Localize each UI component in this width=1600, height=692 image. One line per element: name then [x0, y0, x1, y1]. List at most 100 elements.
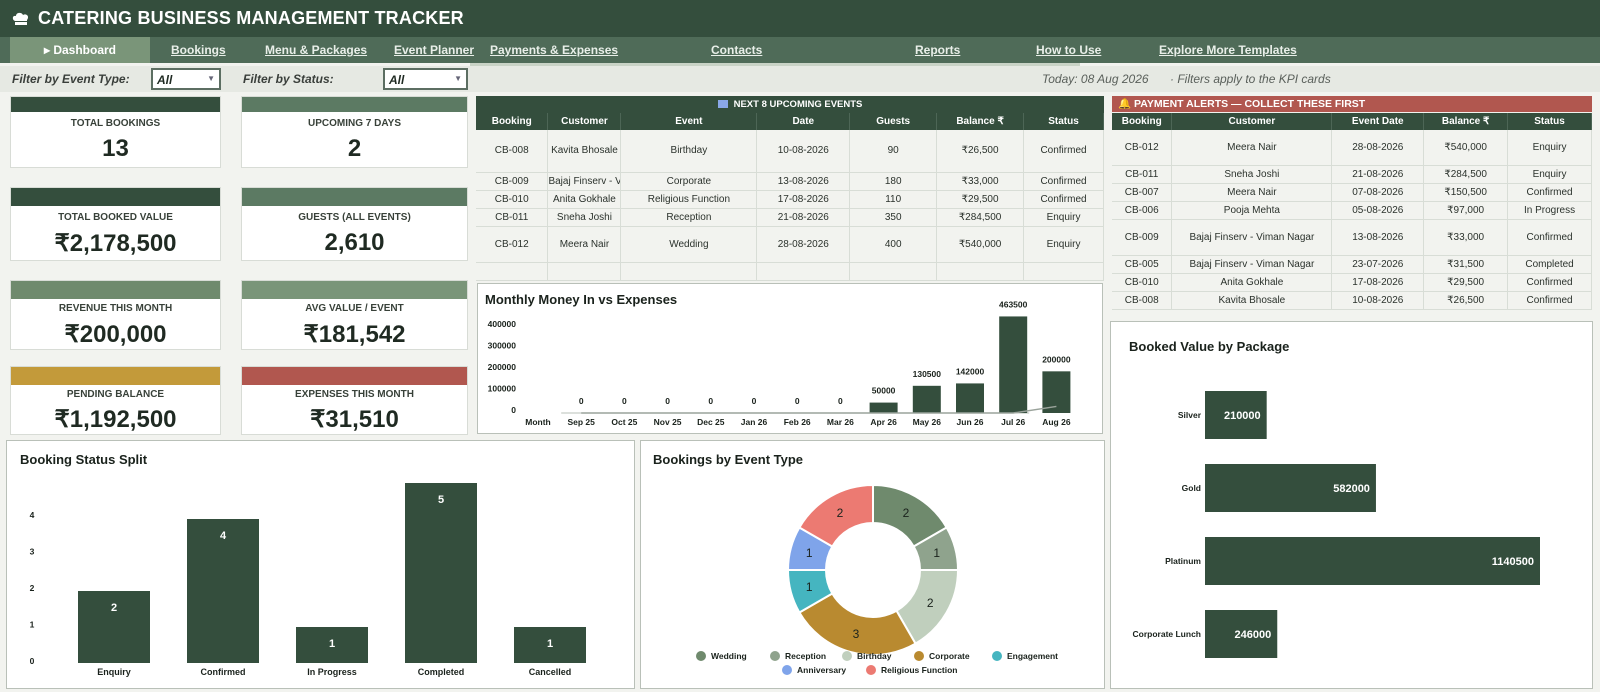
kpi-band	[11, 97, 220, 112]
table-row[interactable]: CB-012 Meera Nair 28-08-2026 ₹540,000 Enquir…	[1112, 130, 1592, 166]
status-filter-value: All	[389, 73, 405, 87]
x-tick-label: Completed	[418, 667, 465, 677]
table-row[interactable]: CB-008 Kavita Bhosale Birthday 10-08-2026 90…	[476, 130, 1104, 173]
event-type-chart-title: Bookings by Event Type	[653, 452, 804, 467]
table-cell: ₹29,500	[936, 190, 1025, 209]
column-header: Guests	[849, 113, 938, 130]
table-row[interactable]: CB-011 Sneha Joshi Reception 21-08-2026 350 ₹…	[476, 208, 1104, 227]
tab-reports[interactable]: Reports	[915, 43, 961, 57]
event-type-filter[interactable]: All ▼	[151, 68, 221, 90]
tab-explore-templates[interactable]: Explore More Templates	[1159, 43, 1297, 57]
table-cell: ₹29,500	[1423, 273, 1509, 292]
legend-swatch	[696, 651, 706, 661]
table-cell	[936, 262, 1025, 281]
x-tick-label: Nov 25	[654, 417, 682, 427]
tab-how-to-use[interactable]: How to Use	[1036, 43, 1102, 57]
table-cell	[476, 262, 549, 281]
slice-label: 1	[806, 546, 813, 560]
table-row[interactable]: CB-012 Meera Nair Wedding 28-08-2026 400 ₹540…	[476, 226, 1104, 263]
table-cell: CB-011	[1112, 165, 1173, 184]
table-row[interactable]: CB-008 Kavita Bhosale 10-08-2026 ₹26,500 Con…	[1112, 291, 1592, 310]
table-cell: 17-08-2026	[756, 190, 851, 209]
data-label: 2	[111, 602, 117, 614]
table-cell: CB-008	[476, 130, 549, 173]
tab-dashboard[interactable]: ▸ Dashboard	[10, 37, 150, 63]
slice-label: 2	[837, 506, 844, 520]
data-label: 5	[438, 494, 444, 506]
table-cell: Confirmed	[1507, 273, 1592, 292]
legend-swatch	[866, 665, 876, 675]
kpi-avg-value: AVG VALUE / EVENT ₹181,542	[241, 280, 468, 350]
column-header: Event Date	[1331, 113, 1425, 130]
x-tick-label: Mar 26	[827, 417, 854, 427]
legend-swatch	[770, 651, 780, 661]
kpi-total-booked-value: TOTAL BOOKED VALUE ₹2,178,500	[10, 187, 221, 261]
table-row[interactable]	[476, 262, 1104, 281]
y-tick-label: Silver	[1178, 410, 1202, 420]
table-cell	[620, 262, 758, 281]
bar	[912, 385, 941, 413]
table-cell: Confirmed	[1507, 291, 1592, 310]
table-row[interactable]: CB-010 Anita Gokhale Religious Function 17-…	[476, 190, 1104, 209]
table-cell	[849, 262, 938, 281]
kpi-label: PENDING BALANCE	[66, 389, 165, 400]
tab-bookings[interactable]: Bookings	[171, 43, 226, 57]
table-cell: ₹284,500	[936, 208, 1025, 227]
table-cell: 05-08-2026	[1331, 201, 1425, 220]
nav-divider	[470, 63, 1080, 66]
table-row[interactable]: CB-007 Meera Nair 07-08-2026 ₹150,500 Confir…	[1112, 183, 1592, 202]
x-tick-label: Enquiry	[97, 667, 131, 677]
tab-menu-packages[interactable]: Menu & Packages	[265, 43, 368, 57]
legend-swatch	[992, 651, 1002, 661]
data-label: 210000	[1224, 410, 1261, 422]
money-chart-panel: Monthly Money In vs Expenses 400000 30000…	[477, 283, 1103, 434]
data-label: 0	[838, 396, 843, 406]
legend-label: Reception	[785, 651, 826, 661]
data-label: 0	[665, 396, 670, 406]
legend-swatch	[842, 651, 852, 661]
slice-label: 1	[933, 546, 940, 560]
table-cell: Wedding	[620, 226, 758, 263]
status-filter-label: Filter by Status:	[243, 72, 334, 86]
data-label: 200000	[1042, 354, 1071, 364]
tab-payments-expenses[interactable]: Payments & Expenses	[490, 43, 619, 57]
tab-event-planner[interactable]: Event Planner	[394, 43, 475, 57]
chef-hat-icon	[12, 12, 29, 25]
bar	[405, 483, 477, 663]
event-type-chart: 2 1 2 3 1 1 2 Wedding Reception Birthday Corporate…	[696, 483, 1058, 675]
package-chart-title: Booked Value by Package	[1129, 339, 1290, 354]
tab-contacts[interactable]: Contacts	[711, 43, 763, 57]
x-tick-label: May 26	[913, 417, 942, 427]
table-row[interactable]: CB-006 Pooja Mehta 05-08-2026 ₹97,000 In Pro…	[1112, 201, 1592, 220]
package-chart: 210000 Silver 582000 Gold 1140500 Platinum 246…	[1133, 391, 1540, 658]
table-row[interactable]: CB-009 Bajaj Finserv - Viman Nagar 13-08-2…	[1112, 219, 1592, 256]
table-row[interactable]: CB-010 Anita Gokhale 17-08-2026 ₹29,500 Conf…	[1112, 273, 1592, 292]
table-cell: ₹540,000	[1423, 130, 1509, 166]
table-cell: Pooja Mehta	[1171, 201, 1333, 220]
table-cell: Religious Function	[620, 190, 758, 209]
table-cell: 10-08-2026	[1331, 291, 1425, 310]
table-cell: Kavita Bhosale	[1171, 291, 1333, 310]
bar	[1205, 391, 1267, 439]
table-cell: ₹26,500	[936, 130, 1025, 173]
data-label: 582000	[1333, 483, 1370, 495]
x-tick-label: Jun 26	[957, 417, 984, 427]
event-type-chart-panel: Bookings by Event Type 2 1 2 3 1 1 2 Wedding Rec…	[640, 440, 1105, 689]
kpi-guests: GUESTS (ALL EVENTS) 2,610	[241, 187, 468, 261]
bell-icon: 🔔	[1118, 98, 1134, 110]
table-row[interactable]: CB-011 Sneha Joshi 21-08-2026 ₹284,500 Enqui…	[1112, 165, 1592, 184]
y-tick-label: 400000	[488, 319, 517, 329]
donut-slice	[798, 483, 874, 548]
today-date: Today: 08 Aug 2026	[1042, 72, 1149, 86]
bar	[999, 316, 1028, 413]
table-cell: CB-010	[1112, 273, 1173, 292]
upcoming-events-table: Booking Customer Event Date Guests Balan…	[476, 113, 1104, 281]
bar	[1205, 464, 1376, 512]
table-row[interactable]: CB-005 Bajaj Finserv - Viman Nagar 23-07-2…	[1112, 255, 1592, 274]
table-cell: 180	[849, 172, 938, 191]
x-tick-label: Aug 26	[1042, 417, 1071, 427]
kpi-value: 2,610	[324, 229, 385, 256]
table-cell: Sneha Joshi	[1171, 165, 1333, 184]
status-filter[interactable]: All ▼	[383, 68, 468, 90]
